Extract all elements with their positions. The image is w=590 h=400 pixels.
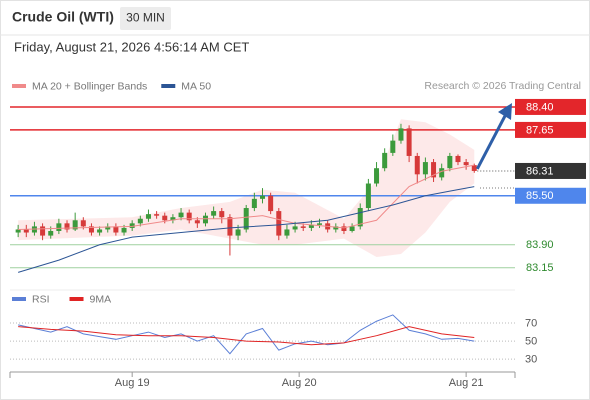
candle-body bbox=[341, 226, 347, 231]
level-label-box bbox=[515, 121, 586, 138]
candle-body bbox=[137, 218, 143, 224]
rsi-line bbox=[18, 314, 475, 355]
candle-body bbox=[349, 226, 355, 231]
candle-body bbox=[333, 226, 339, 230]
candle-body bbox=[406, 128, 412, 156]
last-price-label: 86.31 bbox=[526, 165, 554, 177]
candle-body bbox=[129, 223, 135, 228]
candle-body bbox=[186, 212, 192, 221]
level-label: 87.65 bbox=[526, 124, 554, 136]
legend-label: MA 50 bbox=[181, 80, 211, 92]
candle-body bbox=[145, 214, 151, 219]
candle-body bbox=[455, 155, 461, 163]
candle-body bbox=[439, 168, 445, 178]
candle-body bbox=[300, 226, 306, 228]
candle-body bbox=[219, 211, 225, 218]
candle-body bbox=[276, 211, 282, 236]
timeframe-button[interactable] bbox=[120, 7, 171, 30]
candle-body bbox=[72, 220, 78, 230]
candle-body bbox=[23, 229, 29, 233]
rsi-ma-line bbox=[18, 326, 475, 346]
candle-body bbox=[162, 215, 168, 221]
candle-body bbox=[447, 155, 453, 169]
forecast-arrow-head bbox=[498, 103, 512, 120]
candle-body bbox=[471, 165, 477, 171]
candle-body bbox=[374, 168, 380, 184]
legend-label: MA 20 + Bollinger Bands bbox=[32, 80, 147, 92]
candle-body bbox=[194, 220, 200, 224]
candle-body bbox=[170, 217, 176, 221]
candle-body bbox=[414, 155, 420, 175]
credit: Research © 2026 Trading Central bbox=[424, 80, 581, 92]
datetime: Friday, August 21, 2026 4:56:14 AM CET bbox=[14, 39, 249, 54]
candle-body bbox=[56, 223, 62, 231]
legend-label: 9MA bbox=[90, 293, 112, 305]
candle-body bbox=[284, 229, 290, 236]
candle-body bbox=[154, 214, 160, 216]
x-tick-label: Aug 19 bbox=[115, 377, 150, 389]
candle-body bbox=[463, 162, 469, 166]
x-tick-label: Aug 21 bbox=[449, 377, 484, 389]
candle-body bbox=[105, 226, 111, 230]
legend-swatch bbox=[161, 84, 176, 88]
candle-body bbox=[88, 226, 94, 233]
candle-body bbox=[382, 152, 388, 169]
candle-body bbox=[227, 217, 233, 236]
candle-body bbox=[365, 183, 371, 209]
candle-body bbox=[308, 224, 314, 228]
legend-swatch bbox=[12, 84, 26, 88]
level-label: 88.40 bbox=[526, 101, 554, 113]
candle-body bbox=[235, 229, 241, 236]
ma50-line bbox=[18, 186, 475, 273]
candle-body bbox=[390, 140, 396, 153]
level-label: 83.15 bbox=[526, 262, 554, 274]
level-label-box bbox=[515, 98, 586, 115]
candle-body bbox=[260, 195, 265, 199]
candle-body bbox=[211, 211, 217, 216]
legend-swatch bbox=[12, 297, 26, 301]
instrument-title: Crude Oil (WTI) bbox=[12, 9, 114, 25]
candle-body bbox=[268, 195, 274, 212]
candle-body bbox=[113, 226, 119, 233]
level-label: 85.50 bbox=[526, 190, 554, 202]
timeframe-label[interactable]: 30 MIN bbox=[126, 11, 165, 25]
candle-body bbox=[64, 223, 70, 230]
rsi-tick-label: 50 bbox=[525, 336, 537, 348]
legend-swatch bbox=[69, 297, 84, 301]
candle-body bbox=[121, 227, 127, 233]
level-label: 83.90 bbox=[526, 239, 554, 251]
last-price-box bbox=[515, 162, 586, 179]
candle-body bbox=[202, 215, 208, 224]
candle-body bbox=[292, 226, 298, 230]
candle-body bbox=[178, 212, 184, 218]
candle-body bbox=[251, 198, 257, 209]
candle-body bbox=[357, 208, 363, 227]
candle-body bbox=[398, 128, 404, 141]
candle-body bbox=[15, 229, 21, 233]
ma20-line bbox=[18, 164, 475, 230]
candle-body bbox=[40, 226, 46, 236]
forecast-arrow bbox=[475, 113, 508, 170]
rsi-tick-label: 70 bbox=[525, 317, 537, 329]
candle-body bbox=[80, 220, 86, 227]
candle-body bbox=[317, 223, 323, 225]
level-label-box bbox=[515, 187, 586, 204]
legend-label: RSI bbox=[32, 293, 50, 305]
candle-body bbox=[243, 208, 249, 230]
candle-body bbox=[48, 230, 54, 236]
x-tick-label: Aug 20 bbox=[282, 377, 317, 389]
candle-body bbox=[431, 162, 437, 178]
candle-body bbox=[97, 229, 103, 233]
rsi-tick-label: 30 bbox=[525, 354, 537, 366]
candle-body bbox=[422, 162, 428, 175]
